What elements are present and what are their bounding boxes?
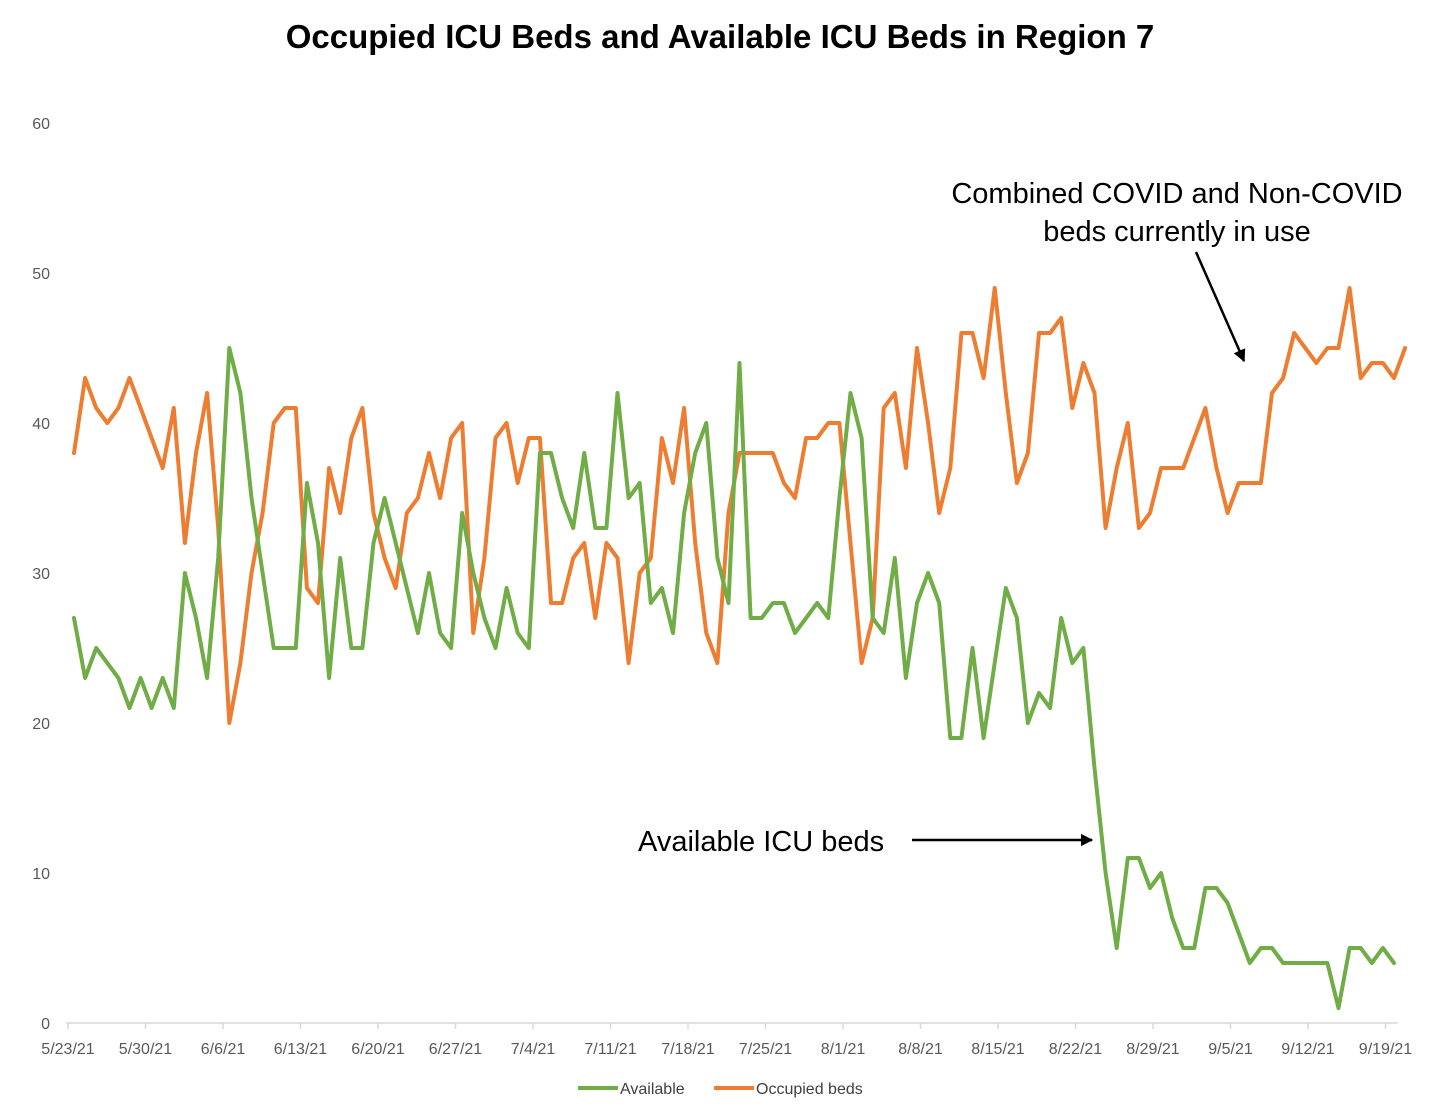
y-tick-label: 20 xyxy=(32,716,50,733)
legend: Available Occupied beds xyxy=(578,1081,863,1098)
x-tick-label: 5/23/21 xyxy=(41,1041,94,1058)
x-tick-label: 8/1/21 xyxy=(821,1041,866,1058)
x-tick-label: 8/8/21 xyxy=(898,1041,943,1058)
x-tick-label: 9/19/21 xyxy=(1359,1041,1412,1058)
y-tick-label: 10 xyxy=(32,866,50,883)
x-tick-label: 6/27/21 xyxy=(429,1041,482,1058)
y-tick-label: 30 xyxy=(32,566,50,583)
annotations: Combined COVID and Non-COVID beds current… xyxy=(638,178,1403,858)
y-tick-label: 50 xyxy=(32,266,50,283)
y-tick-label: 60 xyxy=(32,116,50,133)
x-tick-label: 8/15/21 xyxy=(971,1041,1024,1058)
x-tick-label: 8/29/21 xyxy=(1126,1041,1179,1058)
x-tick-label: 7/11/21 xyxy=(584,1041,636,1058)
annotation-available-label: Available ICU beds xyxy=(638,826,884,858)
x-tick-label: 6/6/21 xyxy=(201,1041,246,1058)
x-tick-label: 7/18/21 xyxy=(661,1041,714,1058)
x-tick-label: 5/30/21 xyxy=(119,1041,172,1058)
x-tick-label: 7/25/21 xyxy=(739,1041,792,1058)
x-tick-label: 6/13/21 xyxy=(274,1041,327,1058)
series-line-available xyxy=(72,346,1396,1010)
legend-label-occupied: Occupied beds xyxy=(756,1081,863,1098)
y-axis-ticks: 0 10 20 30 40 50 60 xyxy=(32,116,50,1033)
annotation-occupied-line-2: beds currently in use xyxy=(1043,216,1311,248)
x-tick-label: 9/5/21 xyxy=(1208,1041,1253,1058)
annotation-occupied-arrow xyxy=(1194,251,1246,363)
annotation-occupied-line-1: Combined COVID and Non-COVID xyxy=(951,178,1402,210)
x-axis: 5/23/21 5/30/21 6/6/21 6/13/21 6/20/21 6/27/2… xyxy=(41,1022,1412,1058)
y-tick-label: 40 xyxy=(32,416,50,433)
y-tick-label: 0 xyxy=(41,1016,50,1033)
chart-title: Occupied ICU Beds and Available ICU Beds… xyxy=(285,18,1155,55)
x-tick-label: 7/4/21 xyxy=(511,1041,556,1058)
series-layer xyxy=(72,286,1408,1010)
series-line-occupied xyxy=(72,286,1408,725)
x-tick-label: 8/22/21 xyxy=(1049,1041,1102,1058)
legend-label-available: Available xyxy=(620,1081,685,1098)
x-tick-label: 6/20/21 xyxy=(351,1041,404,1058)
x-tick-label: 9/12/21 xyxy=(1281,1041,1334,1058)
